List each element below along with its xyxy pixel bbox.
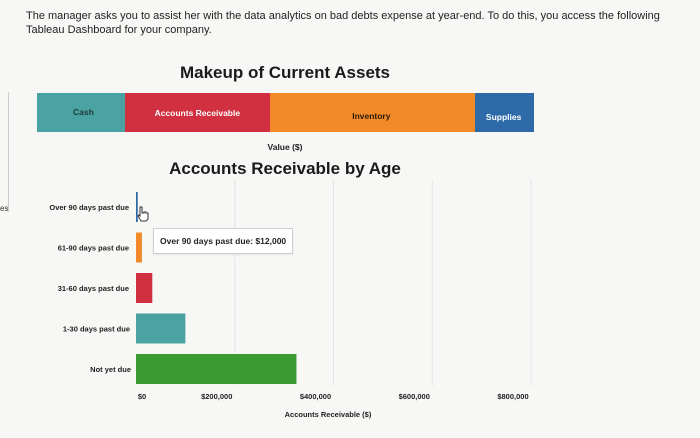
edge-text-fragment: es bbox=[0, 204, 9, 213]
stack-segment-accounts-receivable[interactable]: Accounts Receivable bbox=[124, 93, 271, 132]
stack-segment-cash[interactable]: Cash bbox=[37, 93, 125, 132]
stack-segment-label: Supplies bbox=[485, 112, 522, 122]
current-assets-x-axis-label: Value ($) bbox=[267, 142, 303, 152]
stack-segment-label: Inventory bbox=[352, 111, 391, 121]
intro-text: The manager asks you to assist her with … bbox=[26, 10, 660, 36]
stack-segment-inventory[interactable]: Inventory bbox=[270, 93, 475, 132]
bar-61-90-days-past-due[interactable] bbox=[136, 232, 142, 263]
bar-31-60-days-past-due[interactable] bbox=[136, 273, 153, 303]
stack-segment-label: Accounts Receivable bbox=[154, 108, 241, 118]
category-label: 61-90 days past due bbox=[58, 244, 129, 253]
ar-by-age-chart-title: Accounts Receivable by Age bbox=[169, 159, 401, 178]
x-tick-label: $0 bbox=[138, 392, 146, 401]
ar-x-axis-label: Accounts Receivable ($) bbox=[285, 410, 372, 419]
stack-segment-label: Cash bbox=[73, 107, 94, 117]
left-edge-divider bbox=[8, 92, 9, 212]
category-label: Over 90 days past due bbox=[49, 203, 129, 212]
x-tick-label: $400,000 bbox=[300, 392, 331, 401]
bar-tooltip: Over 90 days past due: $12,000 bbox=[153, 228, 293, 254]
category-label: 1-30 days past due bbox=[63, 325, 130, 334]
stack-segment-supplies[interactable]: Supplies bbox=[474, 93, 534, 132]
x-tick-label: $600,000 bbox=[399, 392, 430, 401]
current-assets-chart-title: Makeup of Current Assets bbox=[179, 63, 391, 82]
bar-1-30-days-past-due[interactable] bbox=[136, 313, 186, 344]
bar-not-yet-due[interactable] bbox=[136, 354, 297, 384]
category-label: 31-60 days past due bbox=[58, 284, 129, 293]
current-assets-stacked-bar: Cash Accounts Receivable Inventory Supplies bbox=[37, 93, 534, 132]
category-label: Not yet due bbox=[90, 365, 131, 374]
ar-by-age-bar-chart: Over 90 days past due 61-90 days past due… bbox=[49, 180, 532, 419]
x-tick-label: $200,000 bbox=[201, 392, 232, 401]
hand-pointer-icon bbox=[137, 206, 149, 222]
x-tick-label: $800,000 bbox=[497, 392, 528, 401]
bar-over-90-days-past-due[interactable] bbox=[136, 192, 138, 222]
